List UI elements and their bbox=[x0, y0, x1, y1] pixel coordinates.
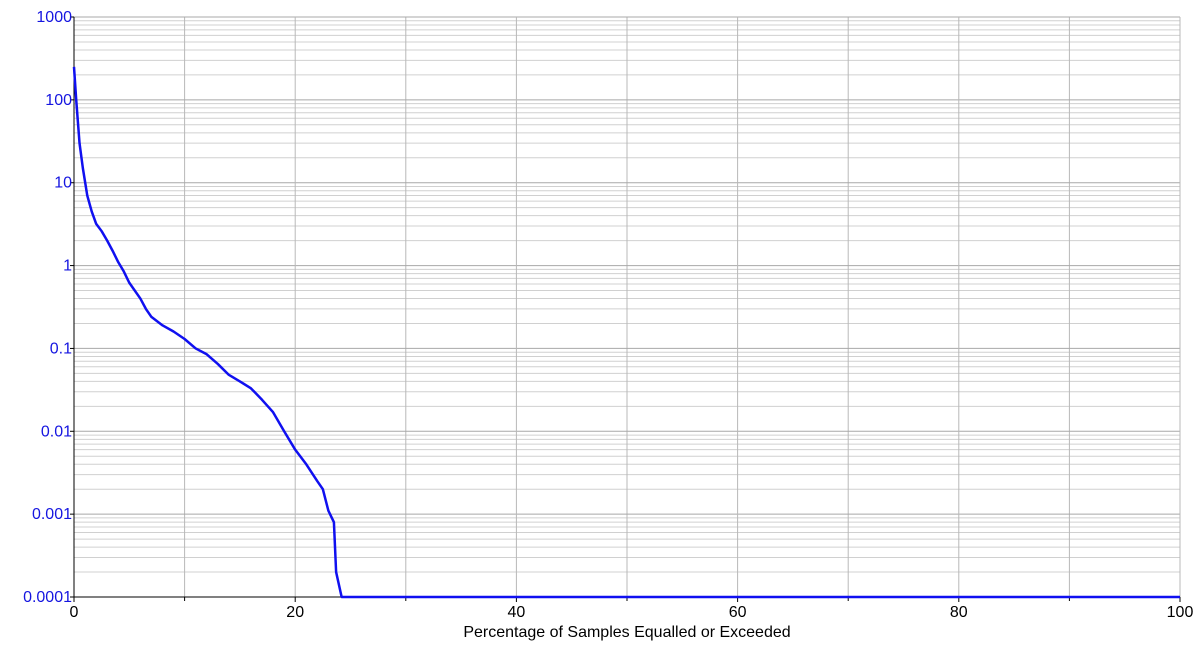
y-tick-label: 10 bbox=[54, 175, 72, 192]
x-tick-label: 40 bbox=[508, 604, 526, 621]
x-tick-label: 100 bbox=[1167, 604, 1194, 621]
y-tick-label: 0.01 bbox=[41, 423, 72, 440]
x-tick-label: 0 bbox=[70, 604, 79, 621]
y-tick-label: 0.0001 bbox=[23, 589, 72, 606]
y-tick-label: 1000 bbox=[36, 9, 72, 26]
y-tick-label: 100 bbox=[45, 92, 72, 109]
x-tick-label: 60 bbox=[729, 604, 747, 621]
x-tick-label: 20 bbox=[286, 604, 304, 621]
x-tick-label: 80 bbox=[950, 604, 968, 621]
y-tick-label: 1 bbox=[63, 258, 72, 275]
flow-line bbox=[72, 66, 1180, 599]
y-tick-label: 0.1 bbox=[50, 340, 72, 357]
x-axis-label: Percentage of Samples Equalled or Exceed… bbox=[463, 624, 790, 641]
y-tick-label: 0.001 bbox=[32, 506, 72, 523]
